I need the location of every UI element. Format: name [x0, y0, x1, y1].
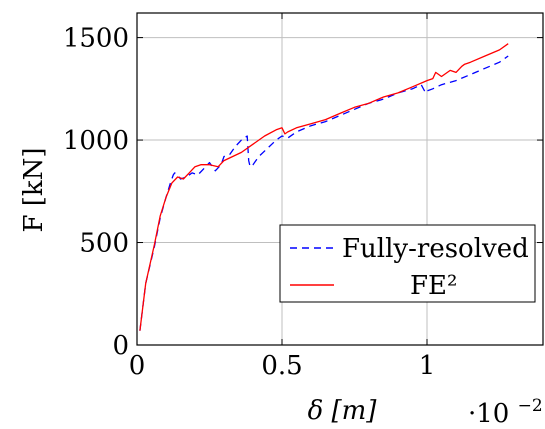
- tick-labels: 0 0.5 1 0 500 1000 1500: [63, 24, 435, 381]
- y-tick-label: 500: [79, 229, 129, 259]
- x-tick-label: 0.5: [261, 351, 302, 381]
- series-line-fully-resolved: [139, 55, 509, 331]
- y-tick-label: 1500: [63, 24, 129, 54]
- x-tick-label: 1: [419, 351, 436, 381]
- y-axis-label: F [kN]: [19, 147, 49, 232]
- x-scale-base: ·10: [468, 399, 509, 429]
- x-scale-factor: ·10 −2: [468, 396, 543, 429]
- ticks: [136, 13, 543, 346]
- legend-label-fe2: FE²: [410, 271, 457, 301]
- legend-box: [279, 224, 536, 303]
- y-tick-label: 1000: [63, 126, 129, 156]
- legend-label-fully-resolved: Fully-resolved: [342, 234, 529, 264]
- x-axis-label: δ [m]: [308, 396, 378, 426]
- series-line-fe2: [139, 43, 509, 331]
- y-tick-label: 0: [112, 331, 129, 361]
- plot-frame: [136, 12, 544, 346]
- legend: Fully-resolved FE²: [279, 224, 536, 303]
- x-scale-exponent: −2: [518, 396, 543, 416]
- x-tick-label: 0: [129, 351, 146, 381]
- series-layer: [139, 43, 509, 331]
